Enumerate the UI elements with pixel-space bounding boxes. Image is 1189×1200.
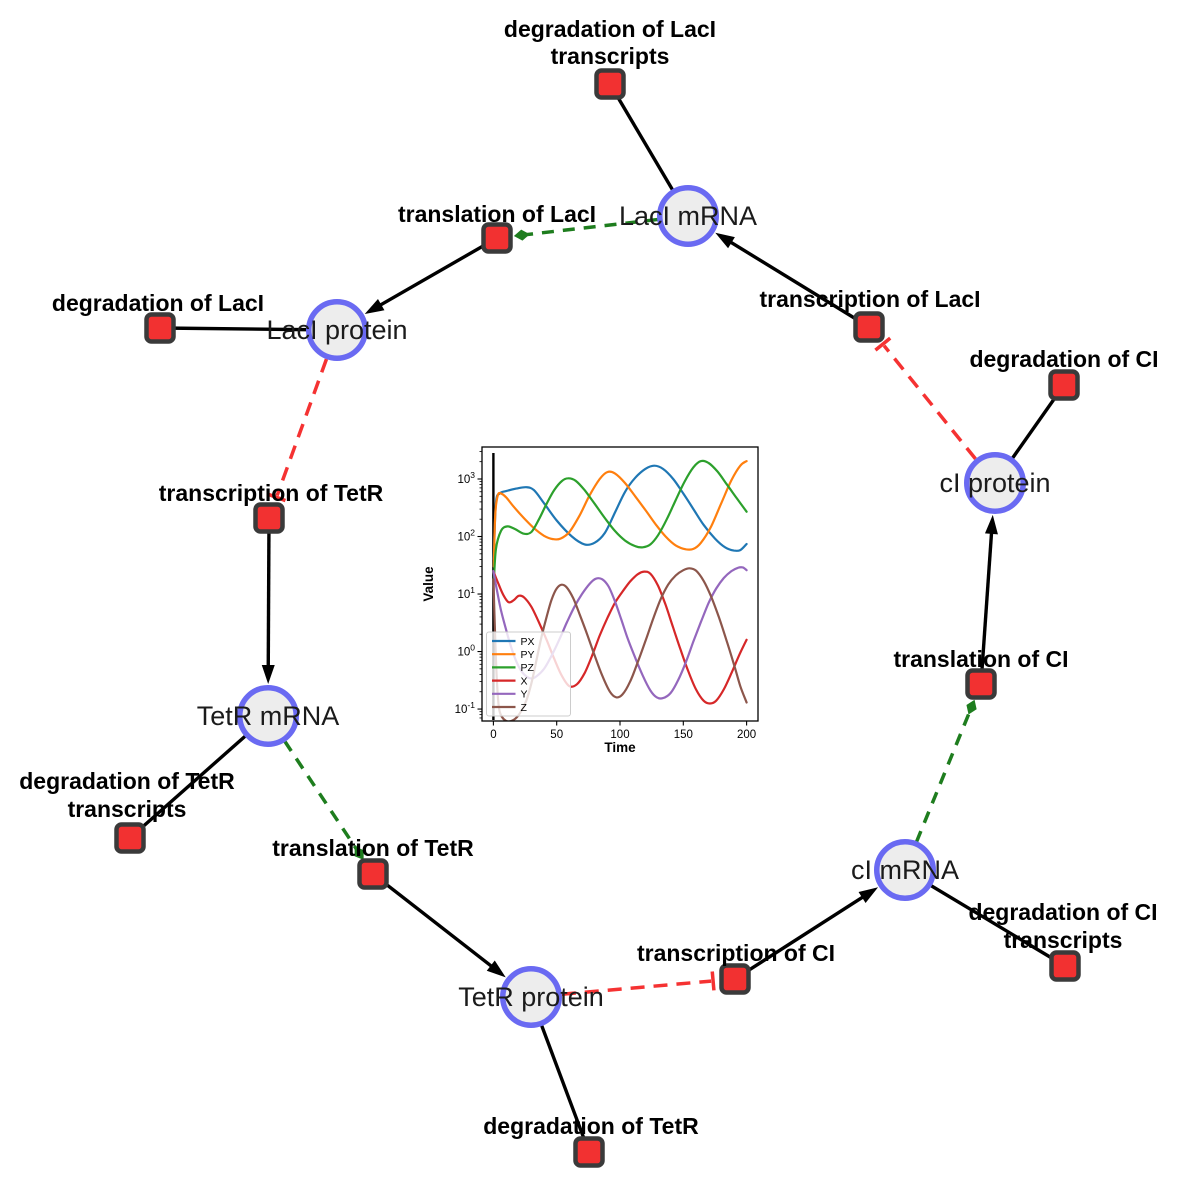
- legend-entry-PZ: PZ: [521, 662, 535, 674]
- reaction-label-transcription_laci: transcription of LacI: [759, 286, 980, 312]
- edge-modifier-laci_mrna-to-translation_laci: [525, 217, 659, 237]
- species-node-laci_mrna: [657, 185, 719, 247]
- y-axis-tick-label: 10-1: [455, 700, 476, 716]
- x-axis-tick-label: 50: [550, 729, 563, 741]
- y-axis-tick-label: 100: [457, 643, 475, 659]
- reaction-label-translation_ci: translation of CI: [893, 646, 1068, 672]
- reaction-node-translation_ci: [965, 668, 997, 700]
- x-axis-tick-label: 150: [674, 729, 693, 741]
- species-node-tetr_mrna: [237, 685, 299, 747]
- edge-modifier-tetr_mrna-to-translation_tetr: [283, 740, 359, 851]
- legend-entry-X: X: [521, 675, 528, 687]
- y-axis-tick-label: 102: [457, 528, 475, 544]
- chart-legend: [486, 631, 571, 717]
- arrowhead-translation_ci-to-ci_protein: [984, 514, 998, 535]
- edge-arrow-transcription_ci-to-ci_mrna: [734, 891, 871, 981]
- species-label-tetr_mrna: TetR mRNA: [197, 701, 340, 731]
- reaction-node-deg_ci_transcripts: [1049, 950, 1081, 982]
- edges-layer: [128, 83, 1066, 1153]
- reaction-label-deg_ci: degradation of CI: [969, 346, 1158, 372]
- arrowhead-transcription_laci-to-laci_mrna: [715, 232, 735, 249]
- reaction-node-deg_laci_transcripts: [594, 68, 626, 100]
- legend-entry-PY: PY: [521, 649, 535, 661]
- reaction-label-translation_tetr: translation of TetR: [272, 835, 474, 861]
- y-axis-tick-label: 101: [457, 585, 475, 601]
- reaction-node-transcription_tetr: [253, 502, 285, 534]
- species-label-ci_protein: cI protein: [939, 468, 1050, 498]
- inhibition-tee-tetr_protein-to-transcription_ci: [710, 971, 716, 991]
- reaction-node-deg_laci: [144, 312, 176, 344]
- reaction-node-deg_tetr_transcripts: [114, 822, 146, 854]
- species-label-tetr_protein: TetR protein: [458, 982, 604, 1012]
- species-node-tetr_protein: [500, 966, 562, 1028]
- species-label-laci_protein: LacI protein: [266, 315, 407, 345]
- series-line-PY: [492, 460, 748, 568]
- reaction-label-deg_laci_transcripts-line2: transcripts: [551, 43, 670, 69]
- inhibition-tee-laci_protein-to-transcription_tetr: [266, 492, 287, 503]
- x-axis-tick-label: 0: [490, 729, 496, 741]
- reaction-label-deg_ci_transcripts-line1: degradation of CI: [968, 899, 1157, 925]
- reaction-node-translation_laci: [481, 222, 513, 254]
- series-line-PZ: [492, 459, 748, 585]
- legend-entry-PX: PX: [521, 636, 535, 648]
- reaction-label-deg_laci: degradation of LacI: [52, 290, 264, 316]
- reaction-node-deg_tetr: [573, 1136, 605, 1168]
- reaction-label-transcription_tetr: transcription of TetR: [159, 480, 384, 506]
- edge-plain-ci_mrna-to-deg_ci_transcripts: [904, 868, 1066, 968]
- edge-arrow-translation_tetr-to-tetr_protein: [371, 872, 499, 973]
- y-axis-tick-label: 103: [457, 470, 475, 486]
- reaction-label-deg_tetr: degradation of TetR: [483, 1113, 699, 1139]
- modifier-arrowhead-tetr_mrna-to-translation_tetr: [354, 846, 364, 860]
- reaction-label-translation_laci: translation of LacI: [398, 201, 596, 227]
- edge-arrow-transcription_tetr-to-tetr_mrna: [266, 517, 271, 675]
- species-node-ci_mrna: [874, 839, 936, 901]
- inhibition-tee-ci_protein-to-transcription_laci: [874, 336, 892, 352]
- species-node-laci_protein: [306, 299, 368, 361]
- edge-inhibit-ci_protein-to-transcription_laci: [882, 344, 977, 460]
- legend-entry-Y: Y: [521, 689, 528, 701]
- y-axis-title: Value: [421, 566, 436, 602]
- species-label-laci_mrna: LacI mRNA: [619, 201, 757, 231]
- reaction-label-deg_laci_transcripts-line1: degradation of LacI: [504, 16, 716, 42]
- reaction-node-transcription_ci: [719, 963, 751, 995]
- edge-inhibit-laci_protein-to-transcription_tetr: [275, 358, 329, 497]
- species-node-ci_protein: [964, 452, 1026, 514]
- arrowhead-transcription_ci-to-ci_mrna: [858, 887, 879, 903]
- x-axis-title: Time: [604, 740, 636, 755]
- reaction-label-deg_tetr_transcripts-line1: degradation of TetR: [19, 768, 235, 794]
- labels-layer: LacI mRNA LacI protein TetR mRNA TetR prote…: [19, 16, 1158, 1139]
- edge-inhibit-tetr_protein-to-transcription_ci: [561, 979, 712, 997]
- edge-arrow-translation_laci-to-laci_protein: [372, 236, 498, 311]
- nodes-layer: [114, 68, 1081, 1168]
- reaction-node-translation_tetr: [357, 858, 389, 890]
- reaction-label-transcription_ci: transcription of CI: [637, 940, 835, 966]
- reaction-node-transcription_laci: [853, 311, 885, 343]
- x-axis-tick-label: 200: [737, 729, 756, 741]
- modifier-arrowhead-laci_mrna-to-translation_laci: [513, 229, 530, 241]
- legend-entry-Z: Z: [521, 702, 528, 714]
- reaction-label-deg_ci_transcripts-line2: transcripts: [1004, 927, 1123, 953]
- modifier-arrowhead-ci_mrna-to-translation_ci: [966, 699, 977, 715]
- species-label-ci_mrna: cI mRNA: [851, 855, 959, 885]
- x-axis-tick-label: 100: [610, 729, 629, 741]
- edge-arrow-transcription_laci-to-laci_mrna: [722, 236, 870, 329]
- arrowhead-translation_laci-to-laci_protein: [364, 298, 385, 315]
- edge-arrow-translation_ci-to-ci_protein: [979, 524, 994, 685]
- reaction-node-deg_ci: [1048, 369, 1080, 401]
- arrowhead-transcription_tetr-to-tetr_mrna: [261, 664, 275, 685]
- arrowhead-translation_tetr-to-tetr_protein: [486, 960, 506, 978]
- reaction-label-deg_tetr_transcripts-line2: transcripts: [68, 796, 187, 822]
- edge-modifier-ci_mrna-to-translation_ci: [914, 710, 972, 843]
